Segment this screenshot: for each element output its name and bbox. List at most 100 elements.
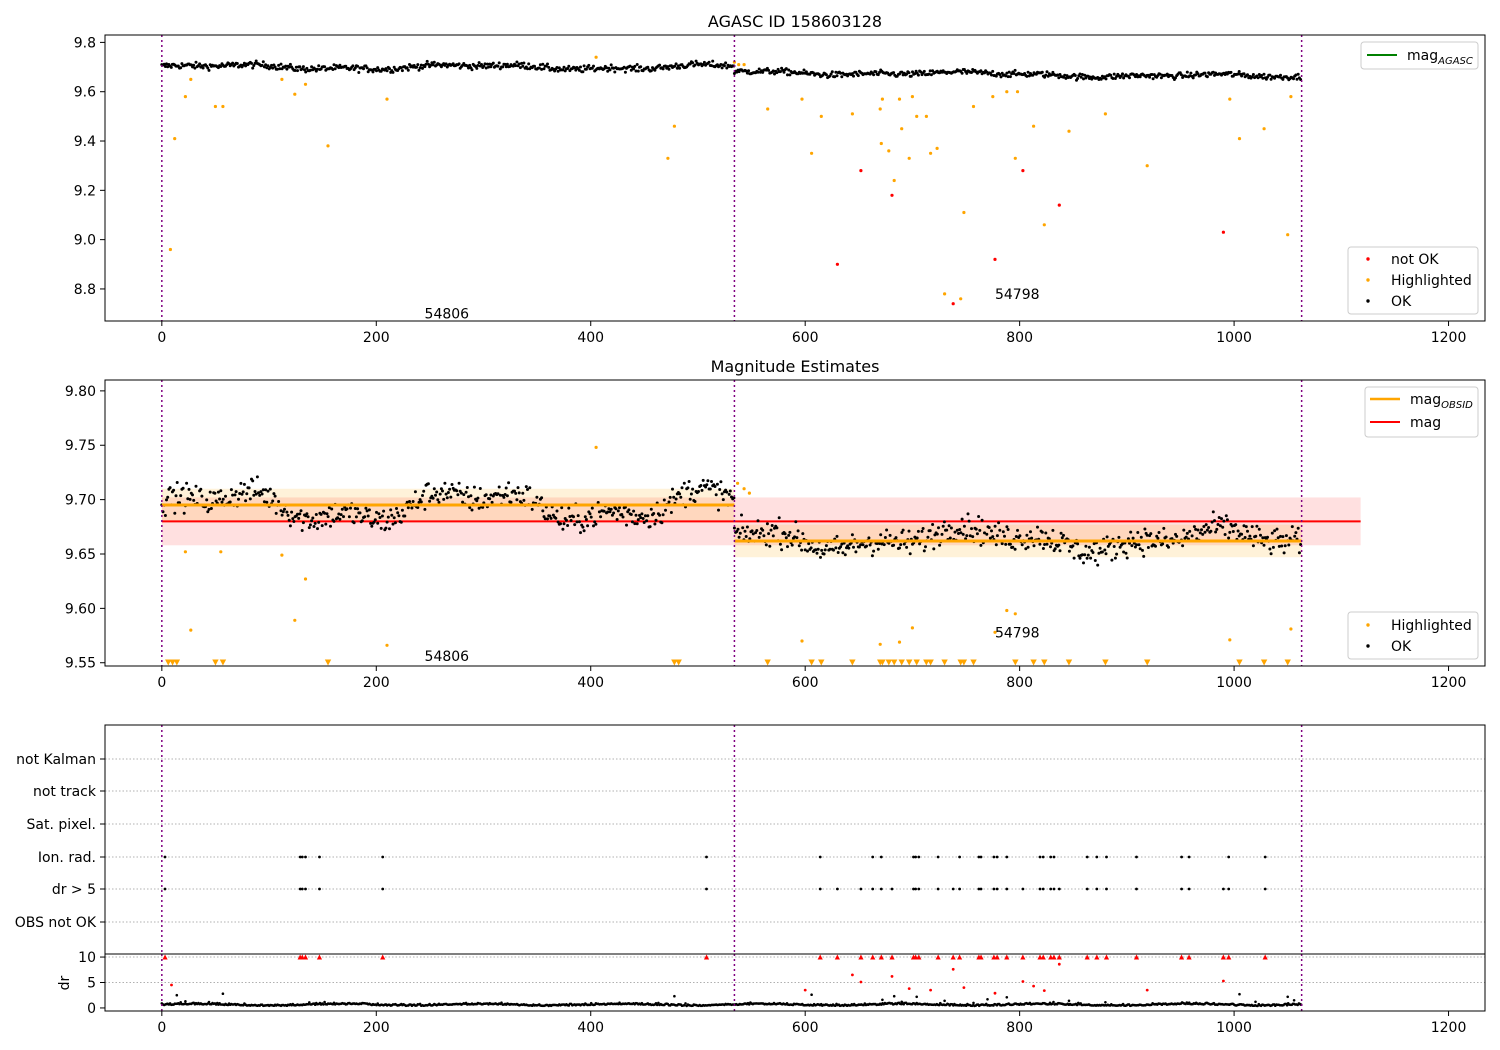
ok-point — [432, 60, 436, 64]
ok-point — [1250, 75, 1254, 79]
ok-point — [1240, 532, 1244, 536]
offscale-marker — [1041, 659, 1048, 666]
ok-point — [907, 71, 911, 75]
ok-point — [605, 66, 608, 70]
ok-point — [787, 533, 791, 537]
ok-point — [635, 63, 639, 66]
ok-point — [880, 542, 884, 546]
ok-point — [717, 508, 720, 512]
highlighted-point — [303, 82, 308, 86]
flag-point — [1049, 887, 1053, 891]
dr-point — [308, 1001, 311, 1004]
ok-point — [1109, 73, 1113, 77]
dr-large-point — [803, 988, 807, 992]
dr-point — [1052, 1000, 1055, 1004]
ok-point — [710, 480, 713, 483]
highlighted-point — [935, 146, 939, 150]
ok-point — [783, 532, 787, 536]
flag-point — [1263, 887, 1267, 891]
ok-point — [646, 65, 650, 69]
ok-point — [332, 63, 336, 67]
ok-point — [926, 535, 930, 539]
not-ok-point — [890, 193, 894, 197]
dr-point — [1104, 1001, 1107, 1004]
ok-point — [738, 531, 742, 535]
ok-point — [406, 68, 410, 72]
ok-point — [736, 527, 740, 531]
ok-point — [636, 69, 640, 73]
ok-point — [602, 67, 606, 71]
ok-point — [1031, 73, 1035, 77]
y-tick-label: 10 — [78, 950, 96, 966]
flag-point — [1222, 887, 1225, 891]
ok-point — [200, 494, 204, 498]
ok-point — [1029, 530, 1032, 534]
not-ok-point — [859, 169, 863, 173]
ok-point — [497, 61, 501, 65]
ok-point — [431, 496, 435, 500]
ok-point — [1283, 544, 1287, 548]
ok-point — [279, 62, 283, 66]
ok-point — [1214, 530, 1218, 534]
ok-point — [965, 534, 969, 538]
ok-point — [231, 493, 235, 497]
ok-point — [1112, 72, 1116, 76]
magnitude-estimates-panel: Magnitude Estimates 54806 54798 0 200 400 60… — [65, 357, 1486, 691]
y-tick-label: 9.0 — [74, 233, 96, 249]
ok-point — [564, 518, 568, 522]
ok-point — [583, 515, 587, 519]
ok-point — [173, 511, 177, 515]
ok-point — [1217, 516, 1221, 519]
ok-point — [1050, 73, 1054, 77]
offscale-marker — [960, 659, 968, 666]
ok-point — [228, 500, 232, 504]
ok-point — [1262, 543, 1266, 547]
ok-point — [689, 492, 693, 496]
ok-point — [850, 533, 854, 537]
dr-large-point — [1057, 962, 1061, 966]
ok-point — [985, 532, 989, 536]
ok-point — [732, 496, 736, 500]
ok-point — [737, 535, 741, 539]
ok-point — [1257, 73, 1261, 76]
ok-point — [390, 513, 394, 517]
agasc-axis-ticks: 0 200 400 600 800 1000 1200 8.8 9.0 9.2 9.4 9.6 9.8 — [74, 35, 1467, 346]
ok-point — [1162, 526, 1166, 530]
highlighted-point — [213, 104, 217, 109]
ok-point — [310, 519, 314, 523]
y-tick-label: 9.80 — [65, 384, 96, 400]
dr-large-point — [1222, 979, 1225, 983]
obsid-label: 54806 — [425, 649, 470, 665]
ok-point — [442, 497, 446, 501]
ok-point — [800, 548, 804, 552]
ok-point — [365, 66, 369, 70]
ok-point — [1174, 76, 1177, 80]
flag-point — [1180, 887, 1183, 891]
ok-point — [356, 507, 360, 511]
ok-point — [235, 62, 239, 65]
ok-point — [386, 515, 390, 519]
ok-point — [514, 491, 518, 495]
agasc-legend-bottom: not OK Highlighted OK — [1347, 246, 1479, 315]
ok-point — [384, 526, 388, 530]
dr-large-point — [1032, 984, 1035, 988]
ok-point — [1225, 518, 1229, 522]
ok-point — [384, 67, 388, 71]
flag-point — [298, 887, 302, 891]
ok-point — [691, 61, 695, 65]
ok-point — [323, 65, 327, 69]
ok-point — [294, 65, 298, 69]
x-tick-label: 600 — [792, 1020, 819, 1036]
agasc-axes-frame — [104, 34, 1486, 322]
ok-point — [521, 491, 525, 495]
ok-point — [477, 61, 481, 65]
ok-point — [876, 547, 880, 551]
ok-point — [979, 69, 983, 73]
ok-point — [581, 525, 585, 529]
ok-point — [1036, 525, 1039, 529]
flag-point — [1105, 887, 1108, 891]
dr-axis-label: dr — [57, 975, 73, 990]
ok-point — [622, 65, 626, 69]
ok-point — [490, 500, 494, 504]
ok-point — [517, 62, 521, 66]
